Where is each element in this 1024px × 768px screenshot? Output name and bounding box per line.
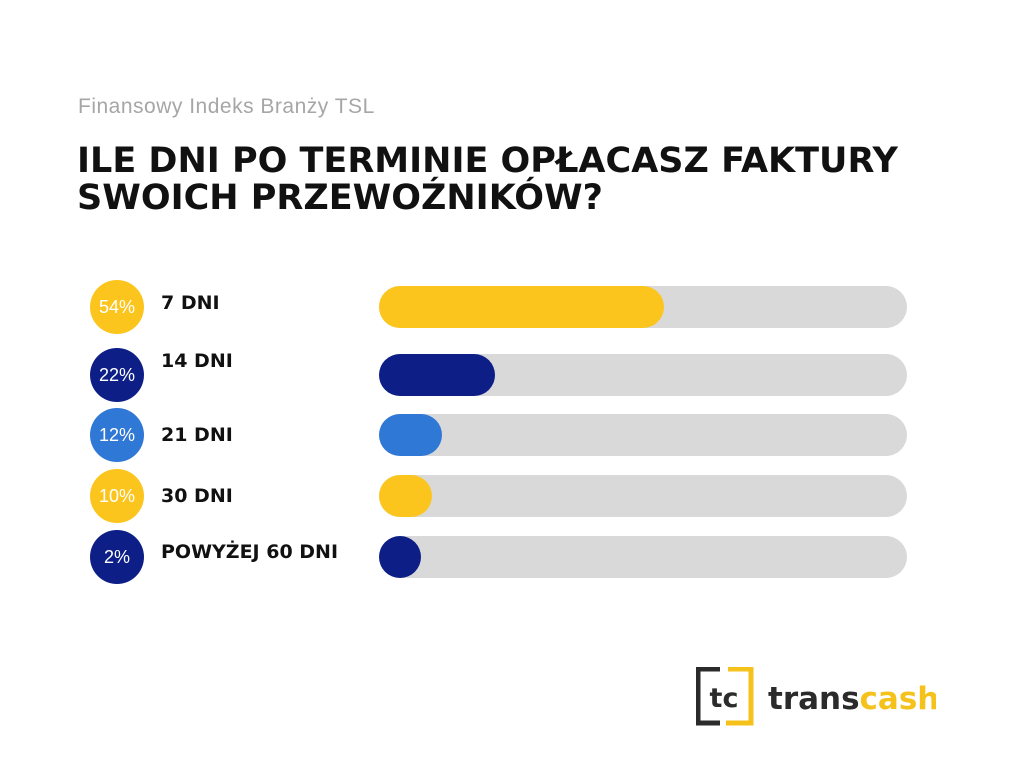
bar-row: 12% 21 DNI (0, 408, 1024, 462)
svg-text:tc: tc (710, 683, 739, 714)
value-badge: 2% (90, 530, 144, 584)
bar-row: 10% 30 DNI (0, 469, 1024, 523)
bar-track (379, 475, 907, 517)
bar-row: 22% 14 DNI (0, 348, 1024, 402)
bar (379, 354, 496, 396)
svg-text:transcash: transcash (768, 681, 936, 717)
bar-row: 54% 7 DNI (0, 280, 1024, 334)
bar (379, 414, 443, 456)
value-badge: 22% (90, 348, 144, 402)
bar-row: 2% POWYŻEJ 60 DNI (0, 530, 1024, 584)
bar-track (379, 536, 907, 578)
category-label: 21 DNI (161, 424, 233, 446)
subtitle: Finansowy Indeks Branży TSL (78, 95, 375, 118)
category-label: 7 DNI (161, 292, 220, 314)
category-label: 30 DNI (161, 485, 233, 507)
bar (379, 475, 432, 517)
transcash-logo: tc transcash (695, 666, 939, 732)
bar (379, 286, 665, 328)
bar-track (379, 354, 907, 396)
value-badge: 54% (90, 280, 144, 334)
value-badge: 10% (90, 469, 144, 523)
value-badge: 12% (90, 408, 144, 462)
bar (379, 536, 421, 578)
chart-title: ILE DNI PO TERMINIE OPŁACASZ FAKTURY SWO… (77, 141, 898, 218)
bar-track (379, 414, 907, 456)
category-label: POWYŻEJ 60 DNI (161, 541, 339, 563)
bar-track (379, 286, 907, 328)
logo-mark: tc transcash (695, 666, 939, 726)
category-label: 14 DNI (161, 350, 233, 372)
